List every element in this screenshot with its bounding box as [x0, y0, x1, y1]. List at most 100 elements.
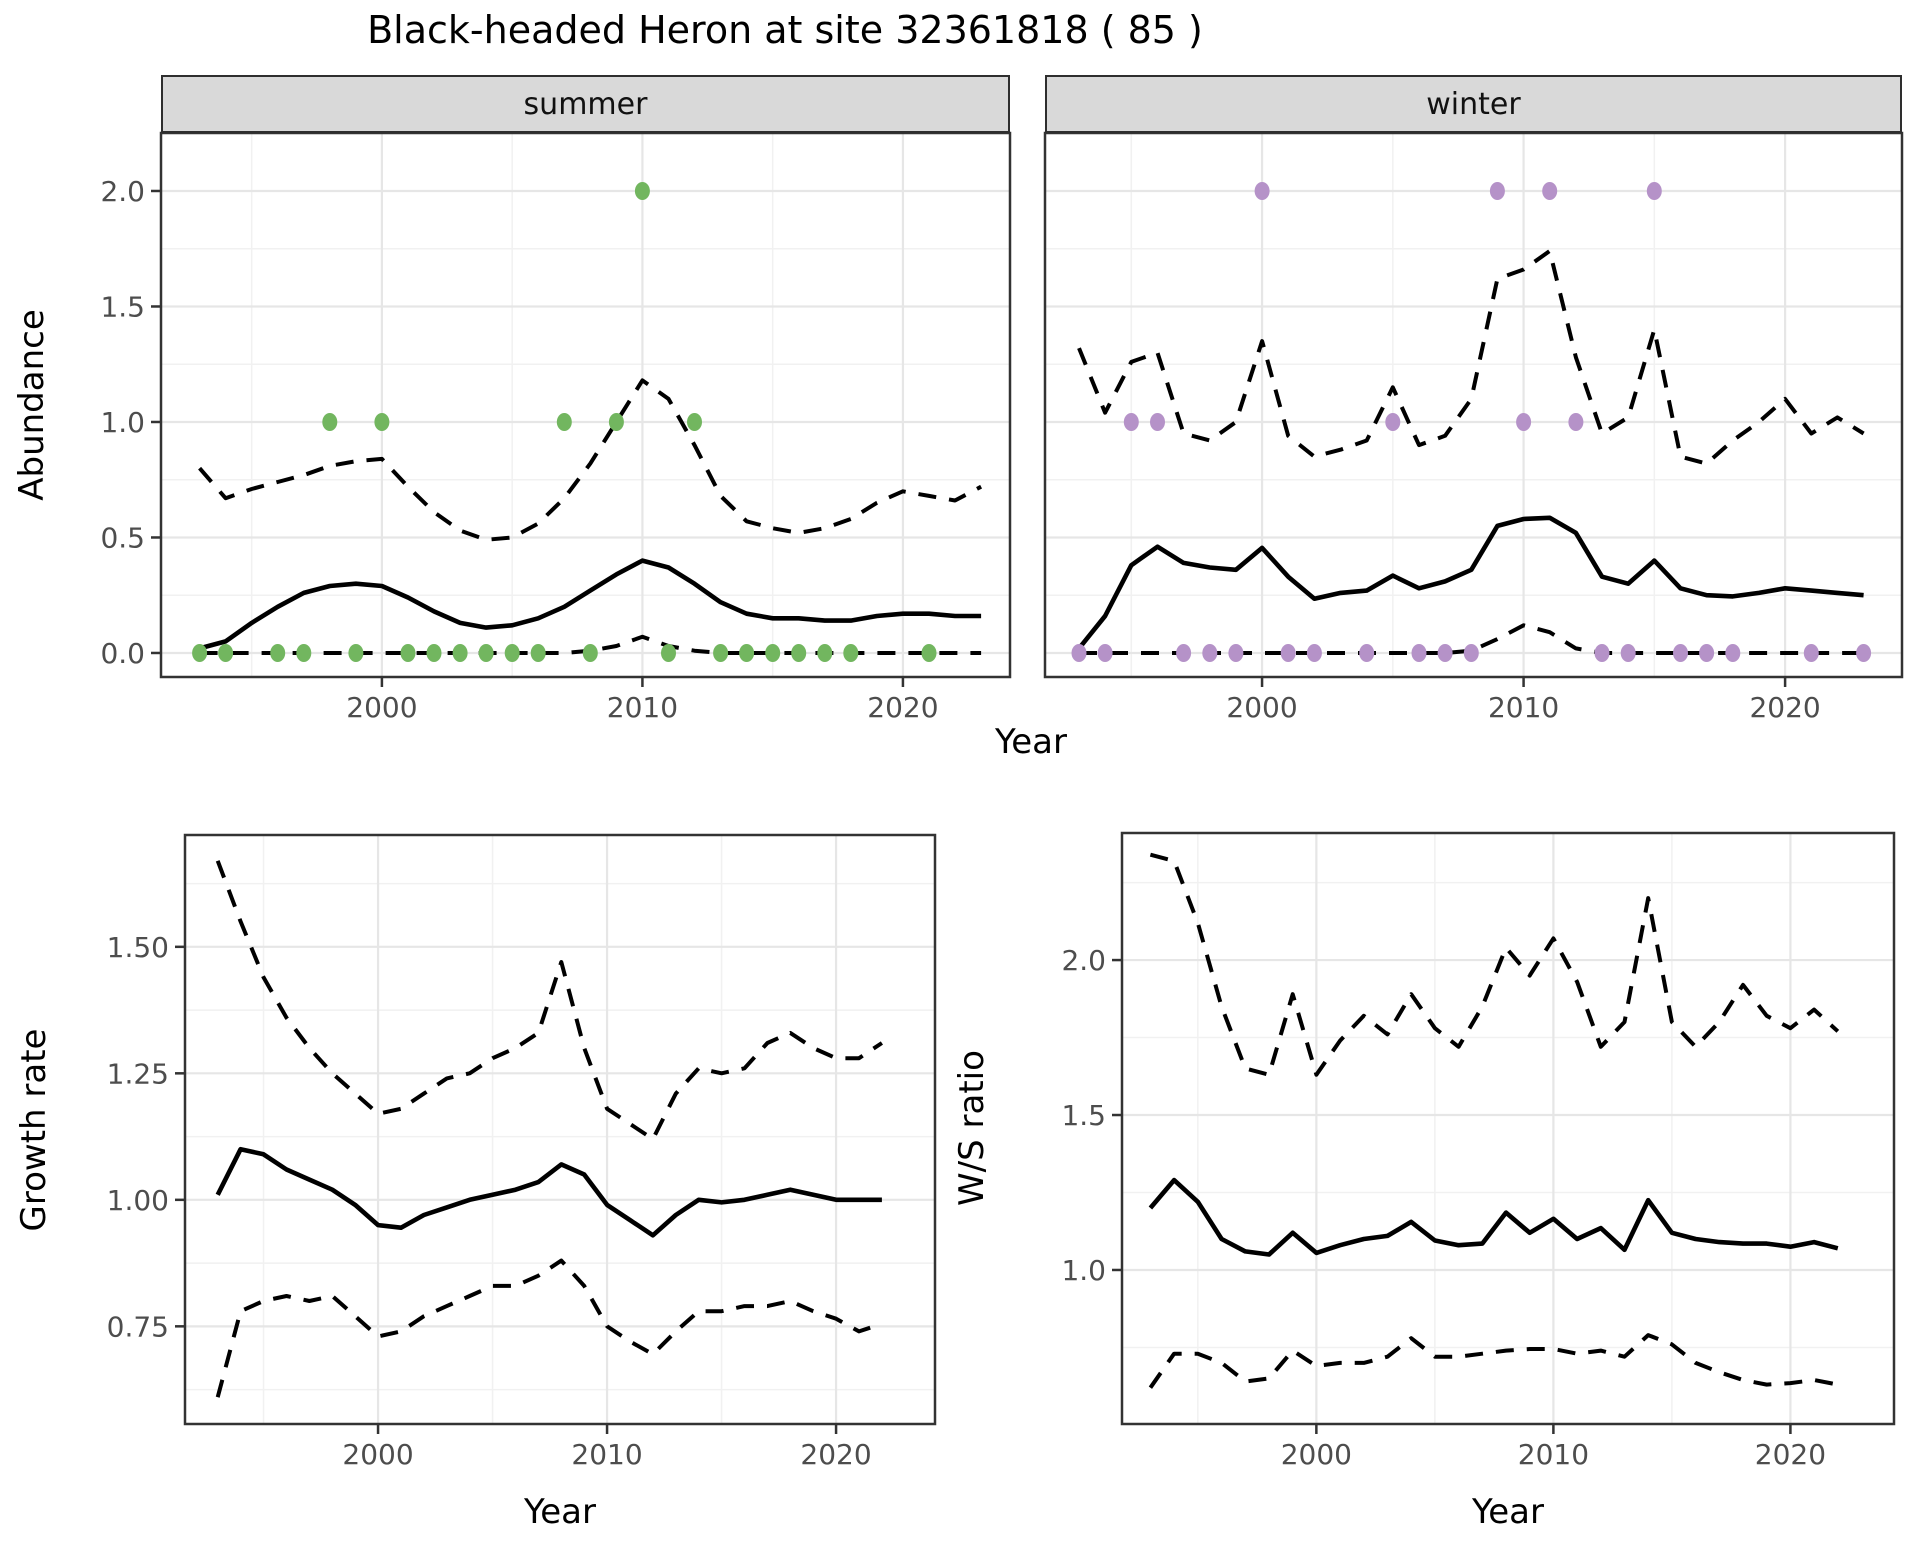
x-axis-title-ws-ratio: Year	[1472, 1492, 1544, 1532]
y-tick-label: 1.00	[107, 1184, 169, 1217]
observed-count	[322, 413, 338, 431]
observed-count	[400, 644, 416, 662]
observed-count	[661, 644, 676, 662]
panel-border	[183, 833, 937, 1426]
x-tick-label: 2020	[1749, 691, 1820, 724]
panel-growth-rate: 2000 2010 2020 0.75 1.00 1.25 1.50	[107, 833, 937, 1471]
plot-title: Black-headed Heron at site 32361818 ( 85…	[367, 8, 1203, 52]
series-lower-ci	[215, 1258, 883, 1398]
y-axis-title-growth-rate: Growth rate	[14, 1028, 54, 1232]
x-tick-label: 2020	[800, 1438, 871, 1471]
x-tick-label: 2000	[1281, 1438, 1352, 1471]
observed-count	[348, 644, 364, 662]
observed-count	[1594, 644, 1610, 662]
x-axis-title-top: Year	[995, 722, 1067, 762]
observed-count	[478, 644, 494, 662]
observed-count	[374, 413, 390, 431]
observed-count	[1568, 413, 1584, 431]
x-tick-label: 2010	[571, 1438, 642, 1471]
observed-count	[1803, 644, 1819, 662]
observed-count	[1489, 182, 1505, 200]
x-tick-label: 2010	[607, 691, 678, 724]
x-tick-label: 2010	[1488, 691, 1559, 724]
observed-count	[218, 644, 234, 662]
observed-count	[1176, 644, 1192, 662]
observed-count	[713, 644, 729, 662]
y-tick-label: 2.0	[1061, 944, 1106, 977]
y-tick-label: 0.75	[107, 1310, 169, 1343]
observed-count	[270, 644, 286, 662]
observed-count	[1411, 644, 1427, 662]
observed-count	[426, 644, 442, 662]
observed-count	[1516, 413, 1532, 431]
observed-count	[1542, 182, 1558, 200]
series-mean	[1148, 1177, 1839, 1257]
observed-count	[530, 644, 546, 662]
observed-count	[1620, 644, 1636, 662]
panel-abundance-summer: 2000 2010 2020 0.0 0.5 1.0 1.5 2.0	[100, 131, 1012, 724]
x-axis-title-growth-rate: Year	[524, 1492, 596, 1532]
y-tick-label: 1.5	[1061, 1099, 1106, 1132]
y-axis-title-abundance: Abundance	[12, 309, 52, 501]
x-tick-label: 2000	[342, 1438, 413, 1471]
series-mean	[199, 558, 982, 651]
y-tick-label: 1.0	[100, 406, 145, 439]
observed-count	[1463, 644, 1479, 662]
observed-count	[504, 644, 520, 662]
series-lower-ci	[1148, 1333, 1839, 1389]
observed-count	[921, 644, 937, 662]
facet-strip-winter: winter	[1045, 75, 1902, 133]
observed-count	[1150, 413, 1165, 431]
panel-background	[185, 835, 935, 1424]
x-tick-label: 2020	[1755, 1438, 1826, 1471]
y-tick-label: 1.5	[100, 290, 145, 323]
observed-count	[1306, 644, 1322, 662]
facet-strip-summer: summer	[161, 75, 1010, 133]
observed-count	[452, 644, 468, 662]
y-tick-label: 1.0	[1061, 1254, 1106, 1287]
observed-count	[1699, 644, 1715, 662]
panel-abundance-winter: 2000 2010 2020	[1043, 131, 1904, 724]
facet-strip-label: summer	[523, 86, 648, 122]
observed-count	[608, 413, 624, 431]
y-tick-label: 0.5	[100, 521, 145, 554]
observed-count	[765, 644, 781, 662]
observed-count	[1725, 644, 1741, 662]
observed-count	[1097, 644, 1113, 662]
x-tick-label: 2010	[1518, 1438, 1589, 1471]
observed-count	[1280, 644, 1296, 662]
observed-count	[843, 644, 859, 662]
observed-count	[1437, 644, 1453, 662]
panel-ws-ratio: 2000 2010 2020 1.0 1.5 2.0	[1061, 831, 1896, 1471]
observed-count	[1071, 644, 1087, 662]
series-mean	[215, 1146, 882, 1238]
observed-count	[1228, 644, 1244, 662]
panel-background	[1122, 833, 1894, 1424]
y-tick-label: 1.25	[107, 1057, 169, 1090]
observed-count	[1359, 644, 1375, 662]
observed-count	[1123, 413, 1139, 431]
observed-count	[1646, 182, 1662, 200]
observed-count	[739, 644, 755, 662]
facet-strip-label: winter	[1426, 86, 1521, 122]
x-tick-label: 2020	[867, 691, 938, 724]
series-upper-ci	[1149, 852, 1840, 1077]
observed-count	[1202, 644, 1218, 662]
observed-count	[582, 644, 598, 662]
y-tick-label: 2.0	[100, 175, 145, 208]
series-upper-ci	[215, 860, 884, 1142]
observed-count	[817, 644, 833, 662]
x-tick-label: 2000	[1226, 691, 1297, 724]
observed-count	[296, 644, 312, 662]
observed-count	[556, 413, 572, 431]
panel-border	[1043, 131, 1904, 679]
y-tick-label: 0.0	[100, 637, 145, 670]
series-upper-ci	[198, 378, 983, 542]
y-tick-label: 1.50	[107, 931, 169, 964]
panel-border	[159, 131, 1012, 679]
y-axis-title-ws-ratio: W/S ratio	[952, 1050, 992, 1206]
observed-count	[1856, 644, 1872, 662]
panel-background	[1045, 133, 1902, 677]
